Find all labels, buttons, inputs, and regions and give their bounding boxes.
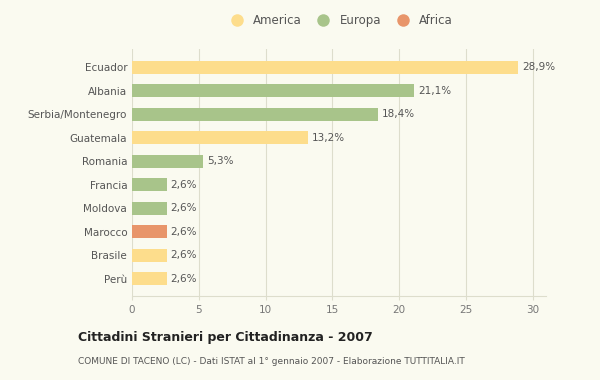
Text: 2,6%: 2,6% (171, 203, 197, 213)
Text: Cittadini Stranieri per Cittadinanza - 2007: Cittadini Stranieri per Cittadinanza - 2… (78, 331, 373, 344)
Text: 28,9%: 28,9% (522, 62, 555, 72)
Bar (132, 84, 414, 97)
Bar (132, 202, 167, 215)
Bar (132, 178, 167, 191)
Bar (132, 108, 378, 120)
Text: 2,6%: 2,6% (171, 180, 197, 190)
Bar (132, 131, 308, 144)
Text: 2,6%: 2,6% (171, 227, 197, 237)
Bar (132, 225, 167, 238)
Text: 2,6%: 2,6% (171, 250, 197, 260)
Bar (132, 272, 167, 285)
Text: 2,6%: 2,6% (171, 274, 197, 284)
Legend: America, Europa, Africa: America, Europa, Africa (221, 11, 457, 31)
Bar (132, 61, 518, 74)
Text: 21,1%: 21,1% (418, 86, 451, 96)
Text: 5,3%: 5,3% (207, 156, 233, 166)
Text: 18,4%: 18,4% (382, 109, 415, 119)
Bar (132, 155, 203, 168)
Text: COMUNE DI TACENO (LC) - Dati ISTAT al 1° gennaio 2007 - Elaborazione TUTTITALIA.: COMUNE DI TACENO (LC) - Dati ISTAT al 1°… (78, 357, 465, 366)
Text: 13,2%: 13,2% (312, 133, 346, 142)
Bar (132, 249, 167, 262)
